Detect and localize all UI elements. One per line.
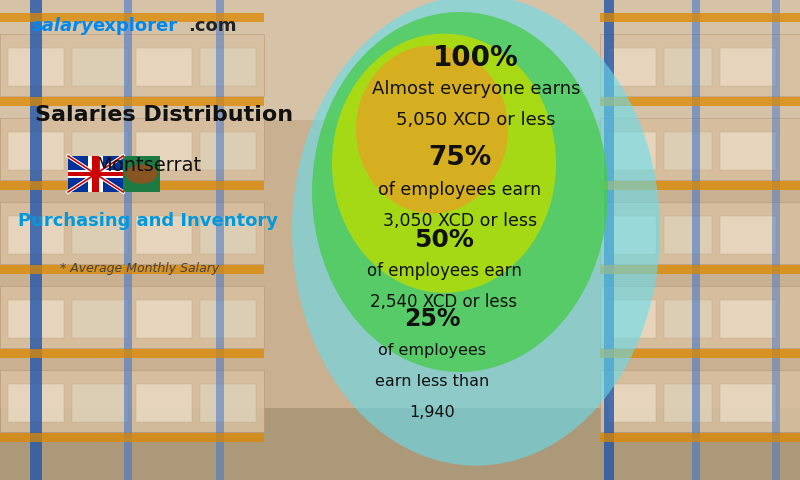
Bar [123, 156, 160, 192]
Bar [72, 48, 128, 86]
Text: 100%: 100% [433, 44, 519, 72]
Bar [692, 0, 700, 480]
Bar [8, 216, 64, 254]
Bar [600, 97, 800, 106]
Ellipse shape [356, 46, 508, 214]
Bar [0, 349, 264, 358]
Bar [72, 384, 128, 422]
Bar [0, 34, 264, 96]
Bar [600, 181, 800, 190]
Text: salary: salary [32, 17, 94, 35]
Bar [0, 13, 264, 22]
Ellipse shape [332, 34, 556, 293]
Text: of employees: of employees [378, 343, 486, 358]
Bar [600, 34, 800, 96]
Text: 3,050 XCD or less: 3,050 XCD or less [383, 212, 537, 230]
Bar [600, 118, 800, 180]
Bar [664, 216, 712, 254]
Ellipse shape [292, 0, 660, 466]
Bar [600, 265, 800, 274]
Ellipse shape [312, 12, 608, 372]
Bar [600, 433, 800, 442]
Text: Salaries Distribution: Salaries Distribution [35, 105, 293, 125]
Bar [720, 132, 776, 170]
Text: 5,050 XCD or less: 5,050 XCD or less [396, 111, 556, 129]
Bar [608, 48, 656, 86]
Bar [200, 300, 256, 338]
Text: Montserrat: Montserrat [95, 156, 201, 175]
Bar [720, 216, 776, 254]
Bar [200, 384, 256, 422]
Bar [600, 202, 800, 264]
Bar [200, 216, 256, 254]
Bar [600, 370, 800, 432]
Text: Purchasing and Inventory: Purchasing and Inventory [18, 212, 278, 230]
Text: 50%: 50% [414, 228, 474, 252]
Bar [720, 300, 776, 338]
Text: Almost everyone earns: Almost everyone earns [372, 80, 580, 98]
Bar [664, 132, 712, 170]
Bar [72, 216, 128, 254]
Text: 2,540 XCD or less: 2,540 XCD or less [370, 293, 518, 312]
Bar [0, 97, 264, 106]
Bar [0, 202, 264, 264]
Bar [720, 48, 776, 86]
Bar [600, 349, 800, 358]
Bar [30, 0, 42, 480]
Text: * Average Monthly Salary: * Average Monthly Salary [60, 262, 220, 276]
Bar [720, 384, 776, 422]
Bar [664, 384, 712, 422]
Bar [136, 48, 192, 86]
Bar [664, 300, 712, 338]
Bar [608, 132, 656, 170]
Bar [0, 0, 800, 120]
Text: 75%: 75% [428, 145, 492, 171]
Bar [200, 48, 256, 86]
Bar [136, 216, 192, 254]
Bar [0, 118, 264, 180]
Bar [600, 13, 800, 22]
Text: explorer: explorer [92, 17, 177, 35]
Bar [0, 408, 800, 480]
Text: earn less than: earn less than [375, 374, 489, 389]
Bar [8, 300, 64, 338]
Bar [68, 156, 160, 192]
Text: 25%: 25% [404, 307, 460, 331]
Text: of employees earn: of employees earn [378, 180, 542, 199]
Bar [200, 132, 256, 170]
Bar [136, 384, 192, 422]
Bar [8, 384, 64, 422]
Bar [72, 300, 128, 338]
Bar [124, 0, 132, 480]
Bar [136, 300, 192, 338]
Bar [68, 172, 123, 176]
Bar [0, 265, 264, 274]
Circle shape [126, 165, 157, 183]
Bar [8, 132, 64, 170]
Text: .com: .com [188, 17, 237, 35]
Bar [608, 384, 656, 422]
Bar [772, 0, 780, 480]
Bar [604, 0, 614, 480]
Bar [216, 0, 224, 480]
Bar [0, 181, 264, 190]
Bar [664, 48, 712, 86]
Bar [600, 286, 800, 348]
Bar [608, 300, 656, 338]
Bar [92, 156, 99, 192]
Bar [8, 48, 64, 86]
Bar [68, 170, 123, 178]
Bar [608, 216, 656, 254]
Text: of employees earn: of employees earn [366, 262, 522, 280]
Text: 1,940: 1,940 [409, 405, 455, 420]
Bar [136, 132, 192, 170]
Bar [72, 132, 128, 170]
Bar [0, 286, 264, 348]
Bar [0, 433, 264, 442]
Bar [0, 370, 264, 432]
Bar [88, 156, 103, 192]
